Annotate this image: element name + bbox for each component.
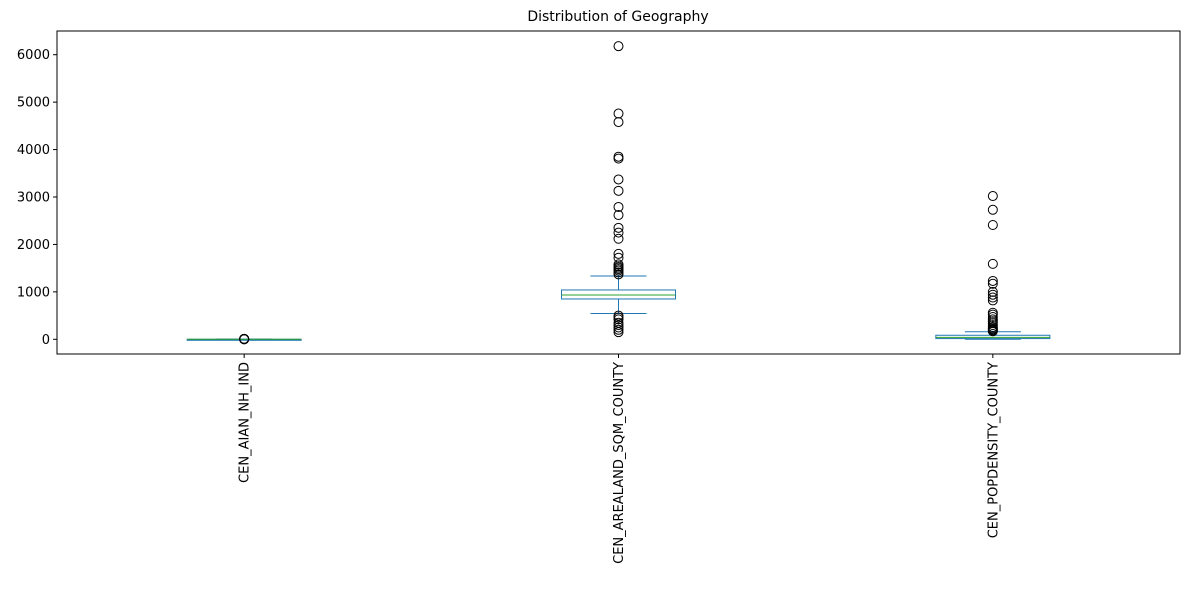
outlier-point	[613, 108, 624, 119]
box-group	[561, 41, 676, 338]
outlier-point	[613, 310, 624, 321]
y-tick-label: 0	[42, 333, 50, 348]
y-tick-label: 1000	[17, 285, 50, 300]
chart-title: Distribution of Geography	[527, 9, 708, 25]
outlier-point	[987, 286, 998, 297]
outlier-point	[613, 185, 624, 196]
x-tick-label: CEN_POPDENSITY_COUNTY	[986, 362, 1001, 538]
axes: 0 1000 2000 3000 4000 5000 6000 CEN_AIAN_NH_IND…	[17, 30, 1181, 564]
y-tick-label: 6000	[17, 48, 50, 63]
outlier-point	[613, 317, 624, 328]
outlier-point	[613, 259, 624, 270]
outlier-point	[613, 248, 624, 259]
outlier-point	[987, 307, 998, 318]
outlier-point	[613, 222, 624, 233]
outlier-point	[613, 210, 624, 221]
box-group	[186, 333, 302, 345]
outlier-point	[987, 275, 998, 286]
outlier-point	[987, 314, 998, 325]
outlier-point	[613, 233, 624, 244]
outlier-point	[613, 227, 624, 238]
outlier-point	[613, 324, 624, 335]
outlier-point	[613, 252, 624, 263]
outlier-point	[239, 333, 250, 344]
outlier-point	[987, 278, 998, 289]
y-tick-label: 5000	[17, 96, 50, 111]
plot-area	[186, 41, 1051, 345]
outlier-point	[987, 258, 998, 269]
outlier-point	[613, 153, 624, 164]
outlier-point	[613, 201, 624, 212]
box-group	[935, 191, 1051, 340]
outlier-point	[987, 292, 998, 303]
outlier-point	[987, 191, 998, 202]
outlier-point	[987, 289, 998, 300]
outlier-point	[613, 151, 624, 162]
outlier-point	[987, 219, 998, 230]
outlier-point	[613, 117, 624, 128]
outlier-point	[987, 312, 998, 323]
y-tick-label: 2000	[17, 238, 50, 253]
y-tick-label: 3000	[17, 191, 50, 206]
outlier-point	[613, 174, 624, 185]
outlier-point	[987, 204, 998, 215]
y-tick-label: 4000	[17, 143, 50, 158]
x-tick-label: CEN_AREALAND_SQM_COUNTY	[612, 362, 627, 564]
outlier-point	[613, 41, 624, 52]
x-tick-label: CEN_AIAN_NH_IND	[238, 362, 253, 483]
outlier-point	[613, 322, 624, 333]
